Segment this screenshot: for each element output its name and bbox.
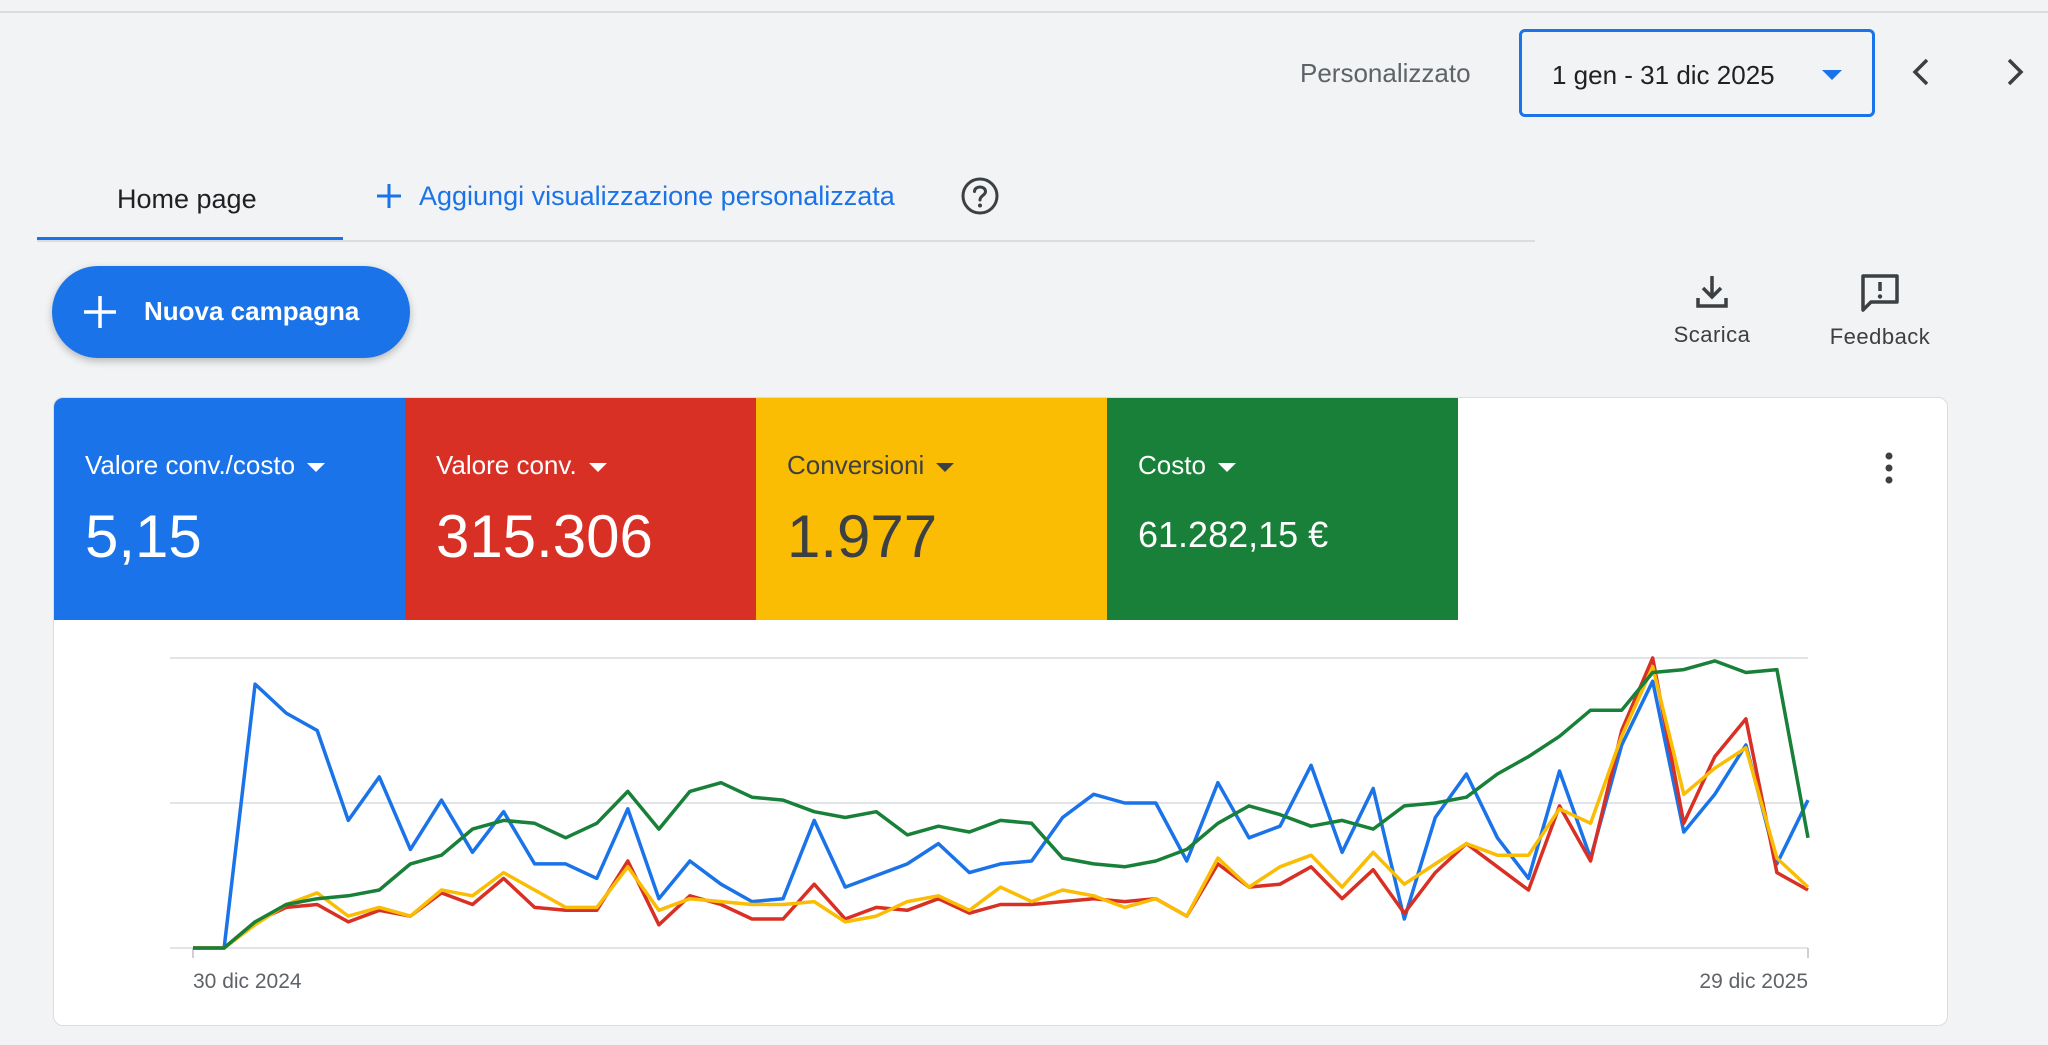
previous-period-button[interactable] <box>1900 50 1944 94</box>
chevron-left-icon <box>1912 58 1929 86</box>
metric-label: Conversioni <box>787 450 955 481</box>
metric-value: 1.977 <box>787 503 938 570</box>
date-range-preset-label: Personalizzato <box>1300 58 1471 88</box>
date-range-value: 1 gen - 31 dic 2025 <box>1552 60 1775 90</box>
tab-home-page[interactable]: Home page <box>37 160 343 242</box>
plus-icon <box>84 296 116 328</box>
metric-value: 315.306 <box>436 503 653 570</box>
feedback-icon <box>1861 274 1899 312</box>
series-line-3 <box>193 659 1810 950</box>
metric-tile-conv-value[interactable]: Valore conv. 315.306 <box>405 398 756 620</box>
caret-down-icon <box>1822 70 1842 80</box>
more-vert-icon <box>1885 452 1893 484</box>
next-period-button[interactable] <box>1992 50 2036 94</box>
download-icon <box>1696 276 1728 308</box>
series-line-2 <box>193 664 1810 950</box>
metric-label: Costo <box>1138 450 1236 481</box>
series-line-1 <box>193 656 1809 950</box>
x-axis-start-label: 30 dic 2024 <box>193 970 302 993</box>
new-campaign-button[interactable]: Nuova campagna <box>52 266 410 358</box>
add-custom-view-label: Aggiungi visualizzazione personalizzata <box>419 180 895 211</box>
help-icon <box>961 177 999 215</box>
metric-value: 61.282,15 € <box>1138 514 1329 555</box>
metric-tile-cost[interactable]: Costo 61.282,15 € <box>1107 398 1458 620</box>
new-campaign-label: Nuova campagna <box>144 296 360 326</box>
chevron-right-icon <box>2007 58 2024 86</box>
metric-value: 5,15 <box>85 503 202 570</box>
feedback-button[interactable]: Feedback <box>1810 272 1950 362</box>
download-button[interactable]: Scarica <box>1642 272 1782 362</box>
help-button[interactable] <box>960 176 1000 216</box>
active-tab-indicator <box>37 237 343 241</box>
caret-down-icon <box>1217 462 1236 472</box>
tabs-divider <box>37 240 1535 242</box>
more-options-button[interactable] <box>1869 448 1909 488</box>
date-range-select[interactable]: 1 gen - 31 dic 2025 <box>1519 29 1875 117</box>
performance-line-chart: 30 dic 2024 29 dic 2025 <box>170 656 1810 993</box>
download-label: Scarica <box>1673 322 1751 347</box>
feedback-label: Feedback <box>1829 324 1931 349</box>
performance-card: Valore conv./costo 5,15 Valore conv. 315… <box>53 397 1948 1026</box>
x-axis-end-label: 29 dic 2025 <box>1699 970 1808 993</box>
metric-tile-conv-value-cost[interactable]: Valore conv./costo 5,15 <box>54 398 405 620</box>
caret-down-icon <box>307 462 326 472</box>
metric-label: Valore conv. <box>436 450 607 481</box>
plus-icon <box>377 184 401 208</box>
metric-label: Valore conv./costo <box>85 450 326 481</box>
caret-down-icon <box>936 462 955 472</box>
top-divider <box>0 11 2048 13</box>
add-custom-view-tab[interactable]: Aggiungi visualizzazione personalizzata <box>375 176 895 216</box>
caret-down-icon <box>588 462 607 472</box>
metric-tile-conversions[interactable]: Conversioni 1.977 <box>756 398 1107 620</box>
tab-home-page-label: Home page <box>117 184 257 214</box>
